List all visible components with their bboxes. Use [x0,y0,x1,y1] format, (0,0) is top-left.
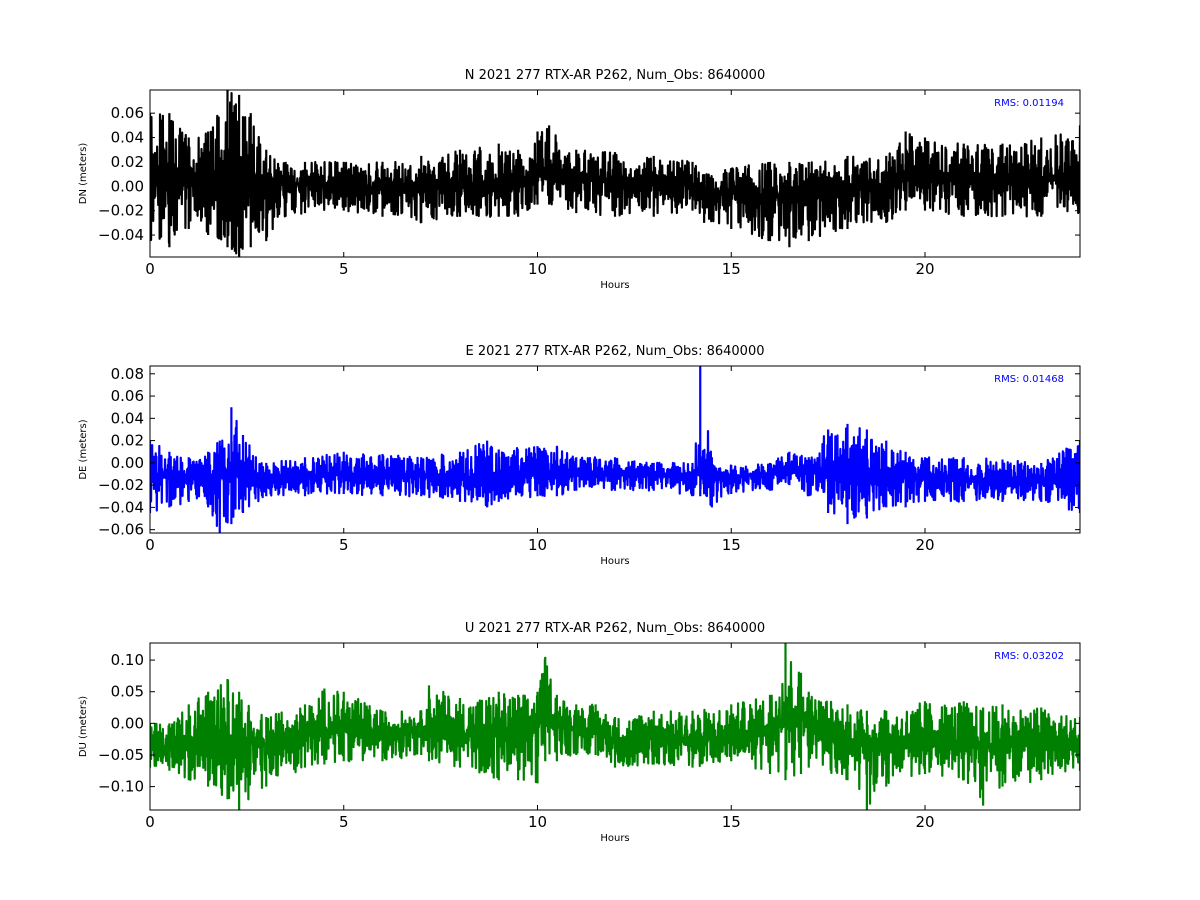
chart-title-east: E 2021 277 RTX-AR P262, Num_Obs: 8640000 [466,344,765,359]
y-axis-label: DU (meters) [78,696,89,757]
x-tick-label: 15 [722,260,741,278]
series-line-east [150,366,1080,533]
chart-title-up: U 2021 277 RTX-AR P262, Num_Obs: 8640000 [465,621,765,636]
y-tick-label: −0.02 [98,202,144,220]
x-tick-label: 5 [339,536,349,554]
x-tick-label: 20 [915,813,934,831]
axes-frame-up [149,642,1081,811]
x-tick-label: 0 [145,260,155,278]
y-tick-label: −0.02 [98,476,144,494]
panel-up: 0 5 10 15 20 −0.10 −0.05 0.00 0.05 0.10 U 2021 277… [78,621,1081,844]
x-tick-label: 5 [339,260,349,278]
x-tick-label: 20 [915,260,934,278]
panel-east: 0 5 10 15 20 −0.06 −0.04 −0.02 0.00 0.02 0.04 0.06 0… [78,344,1081,567]
x-tick-label: 0 [145,813,155,831]
y-tick-label: 0.02 [111,432,144,450]
x-tick-label: 10 [528,536,547,554]
x-tick-label: 10 [528,260,547,278]
y-tick-label: −0.04 [98,226,144,244]
x-tick-label: 20 [915,536,934,554]
x-tick-label: 15 [722,536,741,554]
y-tick-label: 0.06 [111,104,144,122]
x-axis-label: Hours [600,556,629,567]
rms-annotation: RMS: 0.03202 [994,651,1064,662]
y-tick-label: −0.05 [98,746,144,764]
x-tick-label: 5 [339,813,349,831]
y-tick-label: 0.04 [111,409,144,427]
rms-annotation: RMS: 0.01194 [994,98,1064,109]
y-tick-label: 0.04 [111,129,144,147]
y-tick-label: −0.10 [98,778,144,796]
x-tick-label: 15 [722,813,741,831]
chart-title-north: N 2021 277 RTX-AR P262, Num_Obs: 8640000 [465,68,765,83]
y-tick-label: 0.10 [111,651,144,669]
y-tick-label: −0.04 [98,498,144,516]
axes-frame-east [149,365,1081,534]
axes-frame-north [149,89,1081,258]
x-axis-label: Hours [600,280,629,291]
y-tick-label: −0.06 [98,521,144,539]
x-tick-label: 10 [528,813,547,831]
y-tick-label: 0.08 [111,365,144,383]
rms-annotation: RMS: 0.01468 [994,374,1064,385]
y-tick-label: 0.00 [111,454,144,472]
y-tick-label: 0.05 [111,683,144,701]
x-axis-label: Hours [600,833,629,844]
x-tick-label: 0 [145,536,155,554]
series-line-up [150,643,1080,810]
y-tick-label: 0.00 [111,714,144,732]
y-tick-label: 0.02 [111,153,144,171]
y-axis-label: DN (meters) [78,143,89,205]
panel-north: 0 5 10 15 20 −0.04 −0.02 0.00 0.02 0.04 0.06 N 2021… [78,68,1081,291]
y-axis-label: DE (meters) [78,419,89,479]
series-line-north [150,90,1080,257]
y-tick-label: 0.00 [111,177,144,195]
y-tick-label: 0.06 [111,387,144,405]
